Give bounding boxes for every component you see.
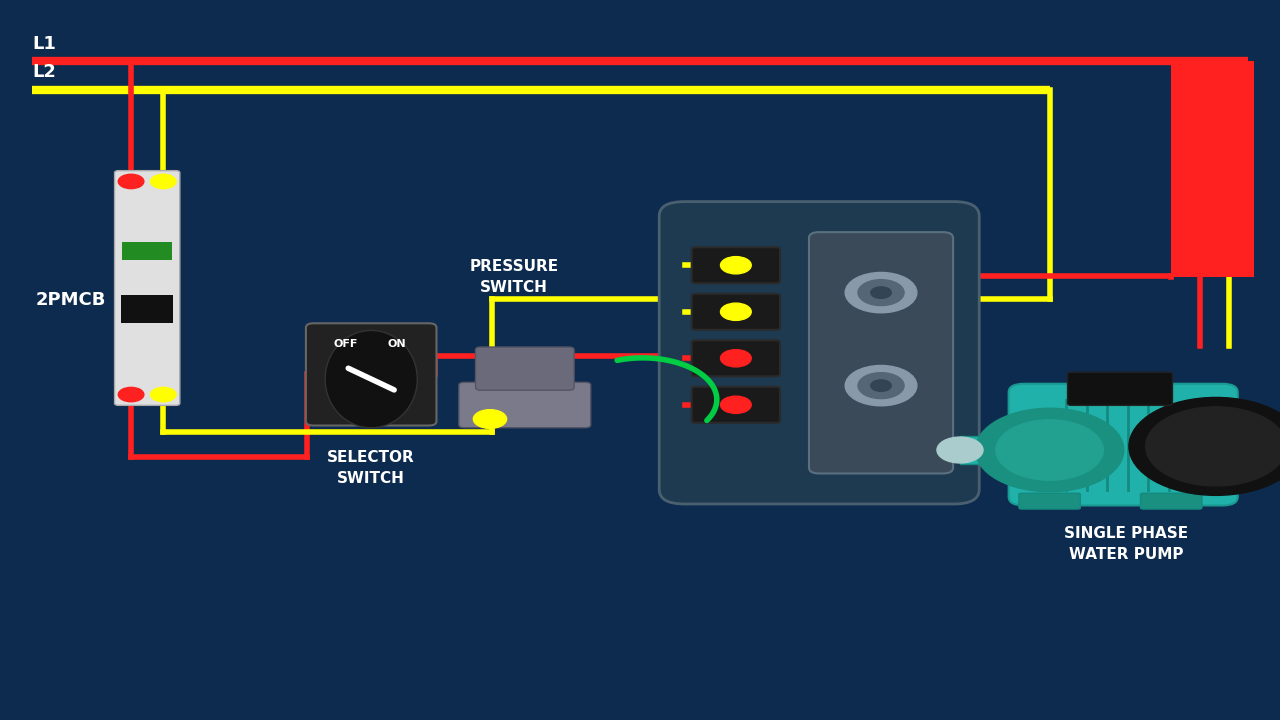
Circle shape xyxy=(937,437,983,463)
Circle shape xyxy=(975,408,1124,492)
Circle shape xyxy=(870,380,891,392)
FancyBboxPatch shape xyxy=(1171,61,1254,277)
Circle shape xyxy=(151,387,177,402)
Circle shape xyxy=(1129,397,1280,495)
FancyBboxPatch shape xyxy=(659,202,979,504)
FancyBboxPatch shape xyxy=(115,171,179,405)
Circle shape xyxy=(870,287,891,298)
Text: PRESSURE
SWITCH: PRESSURE SWITCH xyxy=(470,259,558,295)
Circle shape xyxy=(474,410,507,428)
Circle shape xyxy=(858,279,904,305)
FancyBboxPatch shape xyxy=(809,232,954,474)
Text: L2: L2 xyxy=(32,63,56,81)
Circle shape xyxy=(721,256,751,274)
Text: OFF: OFF xyxy=(334,339,358,349)
FancyBboxPatch shape xyxy=(691,387,780,423)
Circle shape xyxy=(1146,407,1280,486)
Ellipse shape xyxy=(325,330,417,428)
Text: L1: L1 xyxy=(32,35,56,53)
FancyBboxPatch shape xyxy=(1068,372,1172,405)
FancyBboxPatch shape xyxy=(960,436,1024,464)
Text: ON: ON xyxy=(388,339,406,349)
Text: SINGLE PHASE
WATER PUMP: SINGLE PHASE WATER PUMP xyxy=(1065,526,1188,562)
Circle shape xyxy=(845,366,916,406)
FancyBboxPatch shape xyxy=(691,294,780,330)
Text: SELECTOR
SWITCH: SELECTOR SWITCH xyxy=(328,450,415,486)
Circle shape xyxy=(996,420,1103,480)
FancyBboxPatch shape xyxy=(691,341,780,377)
FancyBboxPatch shape xyxy=(476,347,575,390)
Circle shape xyxy=(118,387,143,402)
FancyBboxPatch shape xyxy=(1140,493,1202,509)
FancyBboxPatch shape xyxy=(460,382,591,428)
FancyBboxPatch shape xyxy=(1009,384,1238,505)
Circle shape xyxy=(721,396,751,413)
FancyBboxPatch shape xyxy=(123,242,173,261)
Circle shape xyxy=(721,350,751,367)
FancyBboxPatch shape xyxy=(691,247,780,283)
FancyBboxPatch shape xyxy=(306,323,436,426)
Circle shape xyxy=(151,174,177,189)
Text: 2PMCB: 2PMCB xyxy=(36,291,106,308)
Circle shape xyxy=(845,272,916,312)
Circle shape xyxy=(721,303,751,320)
Circle shape xyxy=(118,174,143,189)
FancyBboxPatch shape xyxy=(1019,493,1080,509)
Circle shape xyxy=(858,373,904,399)
FancyBboxPatch shape xyxy=(122,295,174,323)
